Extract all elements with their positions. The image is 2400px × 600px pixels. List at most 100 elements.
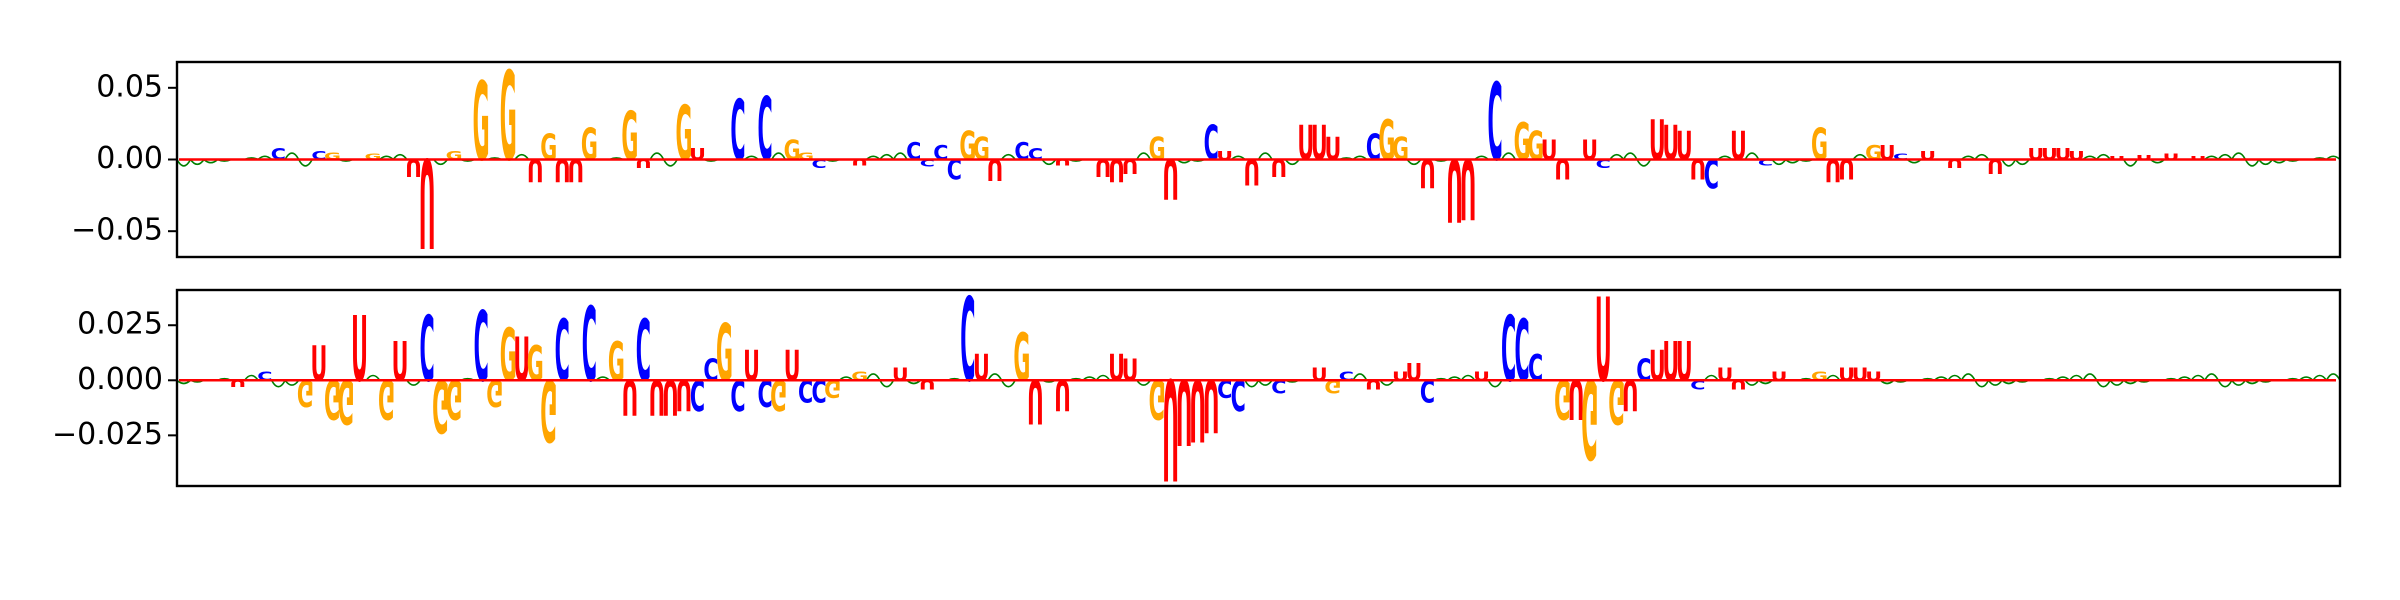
y-tick-label: 0.00 xyxy=(96,141,163,176)
logo-letter-u: U xyxy=(1162,146,1179,211)
logo-letter-u: U xyxy=(2136,154,2153,161)
logo-letter-u: U xyxy=(1554,153,1571,186)
logo-letter-u: U xyxy=(1649,341,1666,391)
logo-letter-c: C xyxy=(757,372,772,414)
logo-letter-c: C xyxy=(757,80,772,180)
logo-letter-g: G xyxy=(527,336,544,392)
logo-letter-u: U xyxy=(513,324,530,395)
logo-letter-c: C xyxy=(1515,302,1530,401)
logo-letter-c: C xyxy=(1366,127,1381,168)
logo-letter-c: C xyxy=(1014,138,1029,166)
logo-letter-g: G xyxy=(1392,131,1409,168)
logo-letter-c: C xyxy=(933,141,948,164)
logo-letter-g: G xyxy=(716,308,733,400)
logo-letter-c: C xyxy=(1528,347,1543,389)
logo-letter-g: G xyxy=(1811,120,1828,170)
bottom-panel-frame xyxy=(175,288,2342,488)
logo-letter-u: U xyxy=(1446,139,1463,239)
logo-letter-u: U xyxy=(1189,360,1206,459)
logo-letter-u: U xyxy=(1054,157,1071,167)
logo-letter-g: G xyxy=(500,47,517,189)
logo-letter-g: G xyxy=(540,127,557,168)
logo-letter-u: U xyxy=(1987,155,2004,178)
logo-letter-u: U xyxy=(1324,131,1341,168)
logo-letter-c: C xyxy=(1487,62,1502,186)
logo-letter-u: U xyxy=(1649,108,1666,173)
logo-letter-u: U xyxy=(1662,115,1679,171)
logo-letter-c: C xyxy=(798,372,813,407)
logo-letter-u: U xyxy=(1568,367,1585,430)
logo-letter-u: U xyxy=(1122,353,1139,388)
logo-letter-c: C xyxy=(730,370,745,420)
logo-letter-u: U xyxy=(1297,115,1314,171)
logo-letter-u: U xyxy=(676,370,693,420)
bottom-panel-yaxis: 0.025 0.000 −0.025 xyxy=(52,307,177,452)
logo-letter-u: U xyxy=(851,157,868,167)
logo-letter-c: C xyxy=(1204,115,1219,171)
logo-letter-u: U xyxy=(1622,370,1639,420)
logo-letter-u: U xyxy=(892,364,909,385)
y-tick-label: 0.05 xyxy=(96,69,163,104)
logo-letter-c: C xyxy=(1231,370,1246,420)
logo-letter-u: U xyxy=(689,146,706,164)
logo-letter-c: C xyxy=(474,292,489,404)
logo-letter-c: C xyxy=(1893,152,1908,162)
y-tick-label: −0.05 xyxy=(71,213,163,248)
logo-letter-g: G xyxy=(621,97,638,175)
logo-letter-g: G xyxy=(378,367,395,430)
logo-letter-c: C xyxy=(419,298,434,403)
logo-letter-c: C xyxy=(271,146,286,164)
logo-letter-u: U xyxy=(1689,153,1706,186)
logo-letter-g: G xyxy=(486,372,503,414)
logo-letter-g: G xyxy=(824,374,841,402)
logo-letter-u: U xyxy=(1176,358,1193,463)
logo-letter-u: U xyxy=(1270,153,1287,181)
logo-letter-g: G xyxy=(797,150,814,162)
logo-letter-u: U xyxy=(662,369,679,425)
logo-letter-u: U xyxy=(351,298,368,403)
logo-letter-u: U xyxy=(649,369,666,425)
logo-letter-u: U xyxy=(1595,276,1612,408)
logo-letter-g: G xyxy=(1581,354,1598,480)
logo-letter-c: C xyxy=(730,84,745,180)
logo-letter-c: C xyxy=(1758,157,1773,167)
logo-letter-c: C xyxy=(1271,376,1286,397)
logo-letter-u: U xyxy=(392,330,409,393)
logo-letter-u: U xyxy=(1838,153,1855,186)
logo-letter-u: U xyxy=(419,130,436,272)
logo-letter-u: U xyxy=(1581,134,1598,167)
y-tick-label: 0.025 xyxy=(77,307,163,342)
logo-letter-g: G xyxy=(473,61,490,186)
logo-letter-g: G xyxy=(500,314,517,398)
logo-letter-c: C xyxy=(906,138,921,166)
logo-letter-g: G xyxy=(297,372,314,414)
logo-letter-u: U xyxy=(986,151,1003,186)
logo-letter-g: G xyxy=(540,360,557,459)
logo-letter-g: G xyxy=(1608,366,1625,437)
logo-letter-u: U xyxy=(1676,124,1693,169)
logo-letter-u: U xyxy=(229,378,246,389)
logo-letter-u: U xyxy=(1730,124,1747,169)
logo-letter-c: C xyxy=(582,286,597,405)
logo-letter-g: G xyxy=(446,367,463,430)
logo-letter-u: U xyxy=(2190,156,2207,161)
logo-letter-u: U xyxy=(2109,156,2126,161)
logo-letter-g: G xyxy=(324,367,341,430)
logo-letter-u: U xyxy=(1662,330,1679,393)
logo-letter-g: G xyxy=(432,363,449,447)
y-tick-label: −0.025 xyxy=(52,417,163,452)
logo-letter-c: C xyxy=(1420,372,1435,407)
logo-letter-u: U xyxy=(1027,366,1044,437)
logo-letter-g: G xyxy=(1554,367,1571,430)
logo-letter-c: C xyxy=(920,157,935,169)
logo-letter-g: G xyxy=(581,120,598,170)
logo-letter-u: U xyxy=(1054,370,1071,420)
logo-letter-c: C xyxy=(690,370,705,420)
logo-letter-u: U xyxy=(1311,115,1328,171)
logo-letter-g: G xyxy=(324,150,341,162)
logo-letter-u: U xyxy=(1460,139,1477,235)
